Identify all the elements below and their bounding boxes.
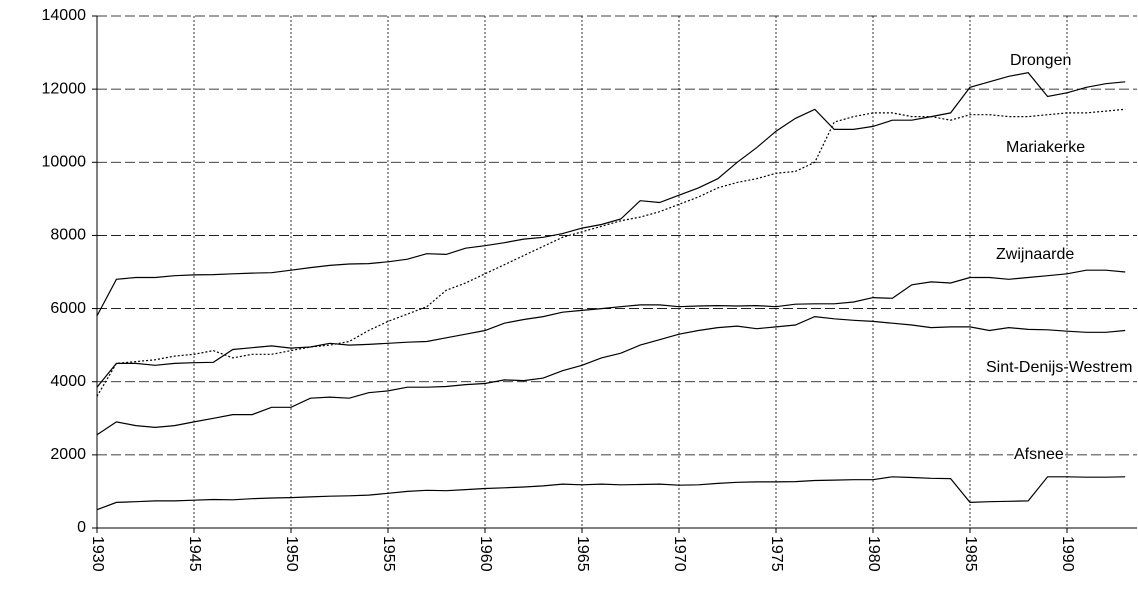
series-label: Sint-Denijs-Westrem bbox=[986, 359, 1132, 376]
series-line bbox=[96, 476, 1126, 511]
series-line bbox=[96, 269, 1126, 388]
x-tick-label: 1980 bbox=[865, 536, 882, 572]
y-tick-label: 10000 bbox=[42, 154, 87, 171]
y-tick-label: 6000 bbox=[50, 300, 86, 317]
y-tick-label: 12000 bbox=[42, 80, 87, 97]
y-tick-label: 14000 bbox=[42, 7, 87, 24]
x-tick-label: 1975 bbox=[768, 536, 785, 572]
x-tick-label: 1970 bbox=[671, 536, 688, 572]
series-label: Mariakerke bbox=[1006, 139, 1085, 156]
y-tick-label: 2000 bbox=[50, 446, 86, 463]
series-line bbox=[96, 315, 1126, 436]
series-label: Drongen bbox=[1010, 52, 1071, 69]
x-tick-label: 1955 bbox=[380, 536, 397, 572]
x-tick-label: 1985 bbox=[962, 536, 979, 572]
series-label: Afsnee bbox=[1014, 446, 1064, 463]
series-line bbox=[96, 108, 1126, 397]
y-tick-label: 8000 bbox=[50, 227, 86, 244]
x-tick-label: 1950 bbox=[283, 536, 300, 572]
x-tick-label: 1965 bbox=[574, 536, 591, 572]
x-tick-label: 1930 bbox=[89, 536, 106, 572]
y-tick-label: 0 bbox=[77, 519, 86, 536]
x-tick-label: 1990 bbox=[1059, 536, 1076, 572]
series-label: Zwijnaarde bbox=[996, 246, 1074, 263]
series-line bbox=[96, 72, 1126, 317]
y-tick-label: 4000 bbox=[50, 373, 86, 390]
x-tick-label: 1945 bbox=[186, 536, 203, 572]
x-tick-label: 1960 bbox=[477, 536, 494, 572]
